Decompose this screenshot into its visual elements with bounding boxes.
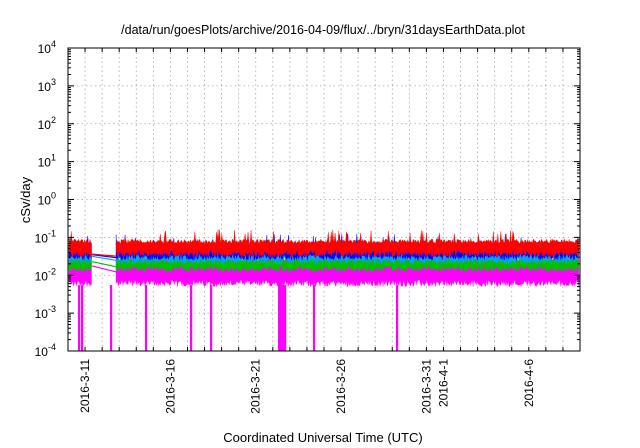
y-tick-label: 100 [38,191,56,208]
series-band [115,229,580,258]
dropout-spike [210,285,213,351]
series-gap-line [91,265,117,273]
series-gap-line [92,253,117,257]
dropout-spike [81,285,84,351]
x-tick-label: 2016-3-31 [419,359,433,414]
y-tick-label: 103 [38,77,56,94]
dropout-spike [284,285,287,351]
x-tick-label: 2016-3-26 [334,359,348,414]
series-gap-line [91,255,117,261]
y-tick-label: 10-4 [35,342,56,359]
dropout-spike [278,285,284,351]
ticks [68,47,580,352]
dropout-spike [78,285,81,351]
dropout-spike [145,285,148,351]
series-gap-line [91,254,117,259]
x-tick-label: 2016-3-21 [249,359,263,414]
y-tick-label: 102 [38,115,56,132]
y-tick-label: 10-1 [35,228,56,245]
y-tick-label: 10-3 [35,304,56,321]
y-tick-labels: 10-4 10-3 10-2 10-1 100 101 102 103 104 [35,39,56,359]
y-tick-label: 10-2 [35,266,56,283]
chart-title: /data/run/goesPlots/archive/2016-04-09/f… [121,23,525,37]
dropout-spike [190,285,193,351]
y-tick-label: 101 [38,153,56,170]
series-gap-line [91,261,117,268]
x-tick-label: 2016-3-11 [78,359,92,413]
dropout-spike [396,285,399,351]
dropout-spike [313,285,316,351]
x-tick-label: 2016-4-6 [522,359,536,407]
series-band [68,231,92,258]
x-axis-label: Coordinated Universal Time (UTC) [223,430,422,445]
x-tick-label: 2016-4-1 [436,359,450,407]
x-tick-label: 2016-3-16 [163,359,177,414]
y-tick-label: 104 [38,39,56,56]
grid [68,48,580,351]
dropout-spike [110,285,113,351]
x-tick-labels: 2016-3-11 2016-3-16 2016-3-21 2016-3-26 2016… [78,359,536,414]
y-axis-label: cSv/day [18,176,33,223]
